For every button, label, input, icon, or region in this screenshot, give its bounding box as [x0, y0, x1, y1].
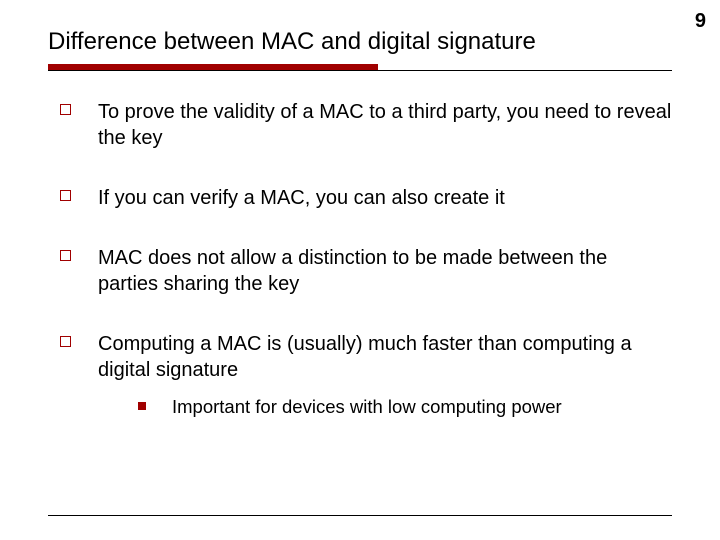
list-item: Computing a MAC is (usually) much faster… [60, 331, 672, 419]
slide-title: Difference between MAC and digital signa… [48, 28, 672, 56]
hollow-square-icon [60, 190, 71, 201]
hollow-square-icon [60, 250, 71, 261]
list-item: To prove the validity of a MAC to a thir… [60, 99, 672, 151]
list-item: MAC does not allow a distinction to be m… [60, 245, 672, 297]
title-thin-line [48, 70, 672, 71]
sub-bullet-list: Important for devices with low computing… [98, 395, 672, 419]
bullet-text: If you can verify a MAC, you can also cr… [98, 187, 505, 209]
list-item: Important for devices with low computing… [138, 395, 672, 419]
list-item: If you can verify a MAC, you can also cr… [60, 185, 672, 211]
bullet-text: To prove the validity of a MAC to a thir… [98, 101, 671, 149]
bullet-text: Computing a MAC is (usually) much faster… [98, 333, 632, 381]
hollow-square-icon [60, 336, 71, 347]
hollow-square-icon [60, 104, 71, 115]
title-underline [48, 64, 672, 71]
slide-content: Difference between MAC and digital signa… [0, 0, 720, 483]
sub-bullet-text: Important for devices with low computing… [172, 396, 562, 417]
footer-divider [48, 515, 672, 516]
page-number: 9 [695, 10, 706, 33]
bullet-text: MAC does not allow a distinction to be m… [98, 247, 607, 295]
filled-square-icon [138, 402, 146, 410]
bullet-list: To prove the validity of a MAC to a thir… [48, 99, 672, 419]
